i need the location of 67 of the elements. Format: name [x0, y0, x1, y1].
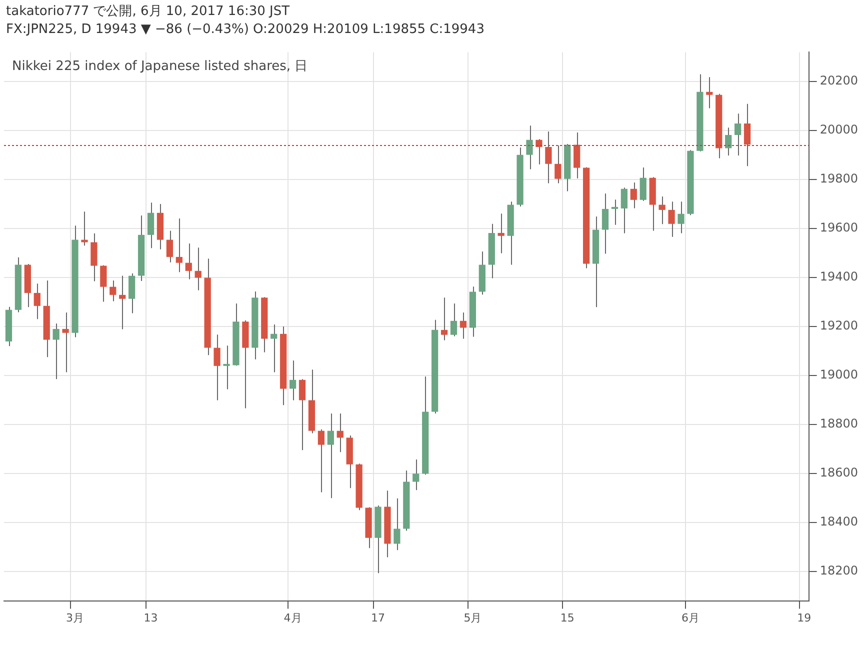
candlestick [554, 145, 562, 184]
x-tick-label: 17 [371, 611, 386, 624]
candlestick [744, 103, 751, 167]
candlestick [119, 275, 126, 330]
candlestick [62, 312, 69, 373]
candlestick [176, 218, 182, 273]
candlestick [270, 324, 278, 373]
candlestick [185, 242, 192, 280]
candlestick [34, 283, 40, 320]
x-tick-label: 13 [144, 611, 158, 624]
y-tick-label: 18800 [820, 416, 858, 431]
candlestick [166, 230, 174, 263]
candlestick [450, 302, 458, 337]
chart-title: takatorio777 で公開, 6月 10, 2017 16:30 JST [6, 3, 291, 21]
x-tick-label: 19 [797, 611, 812, 624]
candlestick [100, 264, 107, 302]
y-tick-label: 18200 [820, 564, 858, 578]
candlestick [706, 76, 713, 109]
candlestick [630, 182, 637, 209]
candlestick [602, 193, 609, 254]
y-tick-label: 19600 [820, 220, 858, 235]
candlestick [460, 312, 467, 340]
candlestick [545, 131, 552, 184]
candlestick [327, 412, 334, 499]
candlestick [640, 167, 646, 202]
y-tick-label: 18400 [820, 514, 858, 529]
candlestick [620, 187, 628, 234]
annotation: Nikkei 225 index of Japanese listed shares, 日 [12, 59, 308, 74]
y-tick-label: 20000 [820, 122, 858, 137]
x-tick-label: 15 [560, 611, 574, 624]
y-tick-label: 20200 [820, 74, 858, 88]
candlestick [394, 498, 400, 551]
candlestick [574, 132, 580, 179]
candlestick [611, 199, 618, 226]
x-tick-label: 3月 [66, 611, 84, 624]
candlestick [214, 334, 220, 401]
candlestick [194, 247, 202, 291]
candlestick [110, 280, 116, 302]
candlestick [52, 323, 60, 380]
candlestick [318, 428, 325, 493]
candlestick [526, 125, 533, 170]
chart-subtitle: FX:JPN225, D 19943 ▼ −86 (−0.43%) O:20029 H:20109 L:19855 C:19943 [6, 21, 486, 39]
y-tick-label: 18600 [820, 466, 858, 480]
candlestick [223, 345, 230, 390]
candlestick [536, 138, 542, 165]
x-tick-label: 6月 [681, 611, 700, 624]
candlestick [289, 360, 296, 401]
candlestick [147, 202, 154, 249]
candlestick [668, 201, 675, 238]
y-tick-label: 19800 [820, 172, 858, 186]
candlestick [498, 213, 504, 254]
y-tick-label: 19200 [820, 318, 858, 333]
candlestick [440, 297, 448, 341]
candlestick [658, 196, 666, 225]
candlestick [412, 458, 420, 491]
y-tick-label: 19000 [820, 368, 858, 382]
candlestick [678, 201, 684, 234]
candlestick [90, 232, 98, 282]
x-tick-label: 5月 [464, 611, 482, 624]
candlestick [725, 127, 732, 156]
x-tick-label: 4月 [284, 611, 302, 624]
y-tick-label: 19400 [820, 270, 858, 284]
candlestick [298, 378, 306, 451]
candlestick [336, 412, 344, 453]
candlestick [734, 113, 742, 156]
candlestick [81, 211, 88, 246]
candlestick [128, 272, 136, 314]
